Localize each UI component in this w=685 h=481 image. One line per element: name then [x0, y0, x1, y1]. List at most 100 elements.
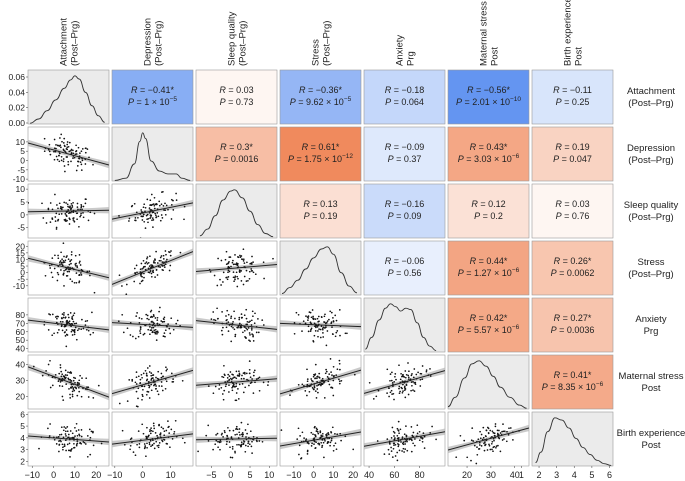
scatter-point: [307, 319, 309, 321]
row-header-line: Attachment: [627, 86, 675, 97]
scatter-point: [252, 374, 255, 377]
scatter-point: [315, 430, 318, 432]
scatter-point: [51, 276, 54, 279]
scatter-point: [58, 152, 61, 155]
scatter-point: [154, 203, 157, 206]
correlation-cell: [279, 69, 362, 125]
scatter-point: [413, 368, 416, 370]
scatter-point: [403, 386, 406, 389]
scatter-point: [226, 377, 229, 379]
scatter-point: [334, 442, 337, 445]
scatter-point: [166, 368, 168, 371]
scatter-point: [64, 316, 67, 319]
scatter-point: [75, 444, 78, 447]
scatter-point: [248, 332, 251, 334]
scatter-point: [181, 379, 184, 382]
scatter-point: [232, 326, 234, 329]
scatter-point: [70, 202, 73, 205]
scatter-point: [319, 431, 322, 434]
scatter-point: [89, 333, 92, 336]
r-value: = −0.56*: [473, 85, 510, 95]
scatter-point: [71, 204, 74, 207]
scatter-point: [221, 393, 224, 395]
r-value: = −0.11: [560, 85, 592, 95]
correlation-cell: [363, 69, 446, 125]
scatter-point: [65, 345, 68, 348]
scatter-point: [73, 446, 76, 449]
scatter-point: [82, 327, 85, 330]
correlation-p: P = 1.75 × 10−12: [288, 153, 353, 164]
scatter-point: [57, 436, 60, 438]
scatter-point: [175, 192, 177, 195]
scatter-point: [398, 387, 400, 390]
scatter-point: [72, 201, 74, 204]
p-value: = 0.047: [559, 154, 592, 164]
scatter-point: [86, 435, 89, 437]
scatter-point: [148, 443, 151, 446]
scatter-point: [238, 375, 240, 377]
scatter-point: [146, 378, 149, 381]
scatter-point: [55, 228, 58, 230]
scatter-point: [235, 370, 238, 373]
scatter-point: [148, 211, 151, 214]
scatter-point: [84, 198, 87, 200]
scatter-point: [209, 270, 212, 273]
scatter-point: [247, 442, 249, 445]
scatter-point: [262, 324, 265, 326]
x-tick-label: 3: [554, 470, 559, 480]
scatter-point: [217, 446, 219, 449]
scatter-point: [172, 328, 175, 331]
scatter-point: [154, 332, 157, 335]
scatter-point: [152, 211, 155, 214]
scatter-point: [251, 452, 253, 454]
scatter-point: [84, 202, 87, 205]
scatter-point: [238, 383, 241, 386]
scatter-point: [309, 330, 312, 332]
scatter-point: [245, 337, 247, 339]
scatter-point: [493, 432, 496, 435]
scatter-point: [72, 219, 75, 221]
scatter-point: [401, 380, 404, 383]
density-panel: [195, 183, 278, 239]
scatter-point: [241, 432, 244, 434]
scatter-point: [64, 433, 67, 435]
scatter-point: [236, 264, 239, 267]
scatter-point: [477, 438, 480, 441]
row-header-line: Sleep quality: [624, 200, 679, 211]
scatter-point: [321, 382, 323, 385]
scatter-point: [417, 371, 419, 374]
scatter-layer: [364, 420, 445, 462]
scatter-point: [240, 255, 243, 257]
x-tick-label: 20: [91, 470, 101, 480]
scatter-point: [59, 263, 61, 265]
scatter-point: [151, 217, 154, 219]
r-value: = 0.03: [562, 199, 590, 209]
scatter-point: [499, 432, 502, 434]
scatter-point: [248, 270, 251, 273]
scatter-point: [148, 207, 151, 209]
scatter-point: [72, 387, 75, 389]
scatter-point: [135, 211, 138, 214]
scatter-point: [43, 323, 46, 326]
scatter-point: [155, 330, 158, 333]
scatter-point: [321, 444, 324, 447]
scatter-point: [68, 378, 70, 381]
scatter-point: [376, 440, 379, 442]
scatter-point: [321, 446, 323, 448]
p-symbol: P: [304, 211, 310, 221]
scatter-point: [55, 212, 58, 215]
r-symbol: R: [471, 199, 478, 209]
r-symbol: R: [219, 85, 226, 95]
scatter-point: [328, 318, 330, 321]
scatter-point: [486, 426, 489, 429]
scatter-point: [170, 250, 172, 252]
correlation-p: P = 1 × 10−5: [128, 96, 177, 107]
scatter-point: [76, 266, 79, 269]
scatter-point: [144, 445, 147, 447]
scatter-point: [318, 328, 320, 330]
scatter-point: [407, 393, 410, 396]
row-header-line: (Post–Prg): [628, 155, 673, 166]
scatter-point: [134, 337, 137, 340]
scatter-point: [230, 340, 233, 343]
fit-line: [364, 431, 445, 447]
